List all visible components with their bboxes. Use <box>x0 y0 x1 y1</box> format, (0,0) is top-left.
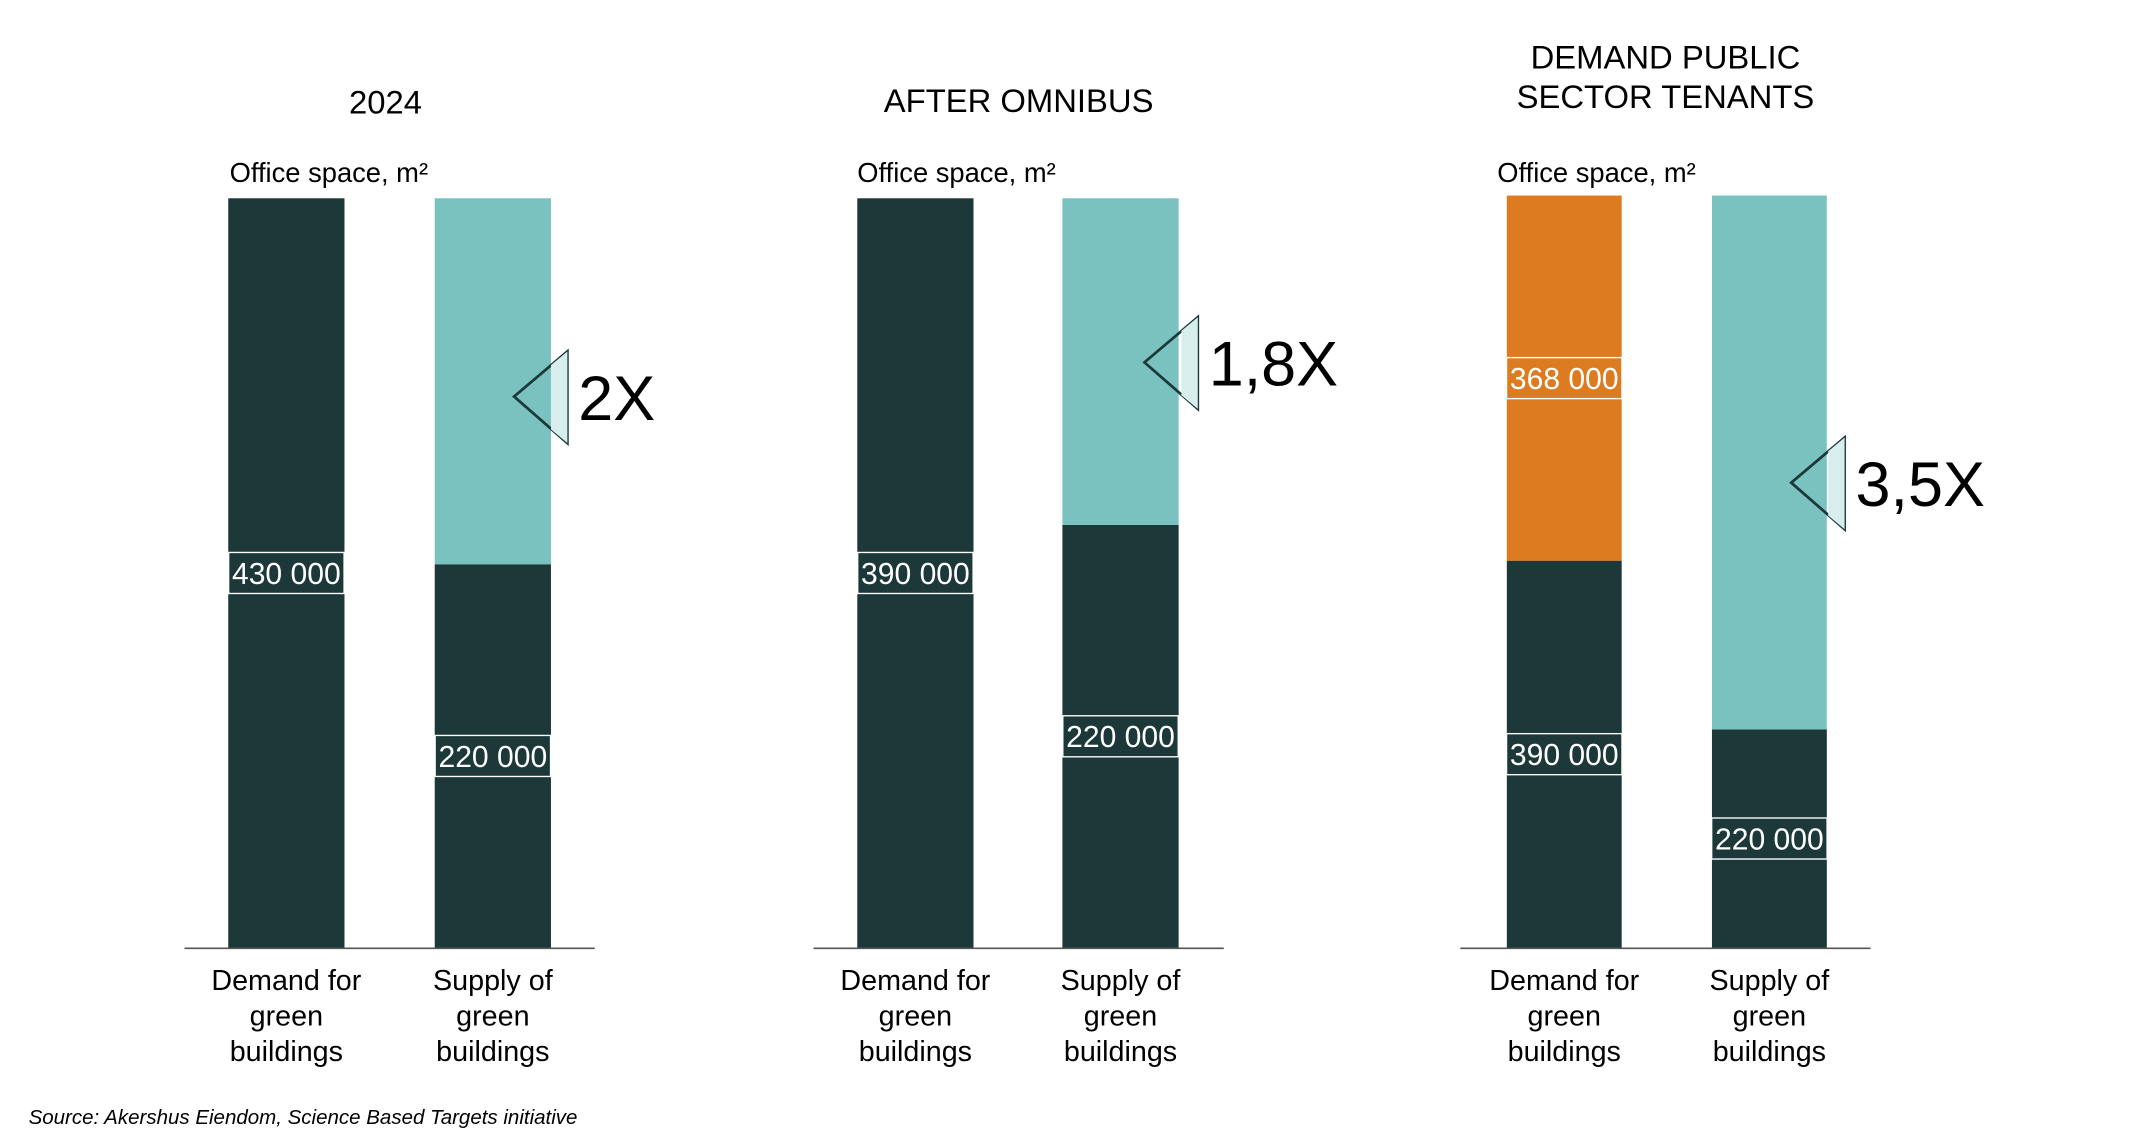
panel-2-category-label: green <box>879 1001 952 1033</box>
panel-3-category-label: green <box>1528 1001 1601 1033</box>
panel-3-demand-label-bg <box>1505 732 1623 776</box>
panel-3-bar-supply-3 <box>1711 195 1827 730</box>
panel-3-category-label: buildings <box>1508 1036 1621 1068</box>
panel-3-title-line-2: SECTOR TENANTS <box>1517 78 1815 115</box>
panel-1-multiplier: 2X <box>578 364 655 434</box>
panel-3-supply-label: 220 000 <box>1715 823 1824 856</box>
panel-1-demand-label: 430 000 <box>232 558 341 591</box>
panel-2-supply-label: 220 000 <box>1066 721 1175 754</box>
panel-2-supply-label-bg <box>1062 715 1179 758</box>
panel-2-category-label: Supply of <box>1061 965 1182 997</box>
panel-3-multiplier: 3,5X <box>1856 450 1985 520</box>
source-note: Source: Akershus Eiendom, Science Based … <box>29 1106 578 1129</box>
panel-1-gap-arrow-fill <box>550 351 568 444</box>
panel-1-title: 2024 <box>349 84 422 121</box>
panel-2-category-label: buildings <box>859 1036 972 1068</box>
panel-3-category-label: Supply of <box>1710 965 1831 997</box>
panel-2-title: AFTER OMNIBUS <box>884 82 1154 119</box>
panel-2-bar-supply-2 <box>1062 198 1179 525</box>
panel-3-demand-extra-label: 368 000 <box>1510 363 1619 396</box>
panel-3-gap-arrow-fill <box>1828 437 1845 530</box>
panel-1-category-label: green <box>250 1001 323 1033</box>
panel-1-supply-label-bg <box>434 734 552 778</box>
panel-3-category-label: buildings <box>1713 1036 1826 1068</box>
panel-3-demand-extra-label-bg <box>1505 356 1623 400</box>
panel-1-category-label: green <box>456 1001 529 1033</box>
panel-1-category-label: buildings <box>230 1036 343 1068</box>
panel-3-demand-label: 390 000 <box>1510 739 1619 772</box>
panel-3-title-line-1: DEMAND PUBLIC <box>1531 38 1801 75</box>
panel-2-category-label: buildings <box>1064 1036 1177 1068</box>
panel-2-demand-label: 390 000 <box>861 558 970 591</box>
panel-2-category-label: green <box>1084 1001 1157 1033</box>
panel-2-multiplier: 1,8X <box>1209 330 1338 400</box>
panel-1-category-label: Supply of <box>433 965 554 997</box>
panel-3-ylabel: Office space, m² <box>1497 157 1695 188</box>
panel-2-gap-arrow-fill <box>1181 317 1198 409</box>
panel-3-category-label: Demand for <box>1489 965 1639 997</box>
panel-2-ylabel: Office space, m² <box>857 157 1055 188</box>
panel-3-supply-label-bg <box>1710 817 1828 860</box>
panel-1-ylabel: Office space, m² <box>230 157 428 188</box>
panel-1-supply-label: 220 000 <box>438 741 547 774</box>
panel-2-category-label: Demand for <box>840 965 990 997</box>
panel-1-demand-label-bg <box>227 551 345 595</box>
panel-2-demand-label-bg <box>857 551 974 595</box>
panel-1-category-label: buildings <box>436 1036 549 1068</box>
panel-1-category-label: Demand for <box>211 965 361 997</box>
panel-3-category-label: green <box>1733 1001 1806 1033</box>
